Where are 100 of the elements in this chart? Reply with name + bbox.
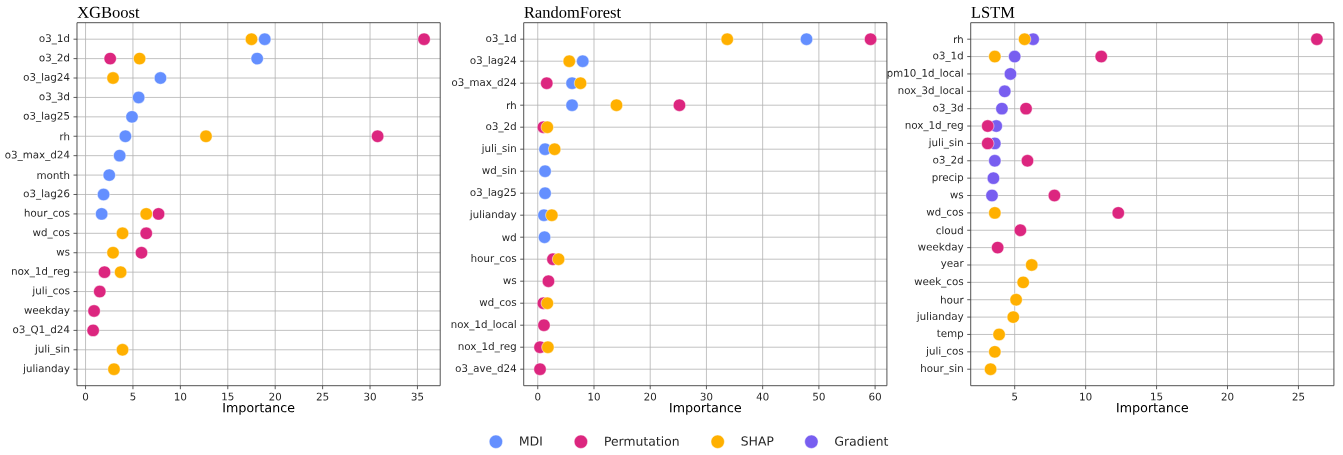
y-tick-label: o3_lag24 [470, 56, 517, 67]
point [981, 136, 995, 150]
y-tick-label: ws [503, 278, 517, 285]
x-tick-label: 10 [174, 392, 187, 401]
point [93, 285, 107, 299]
point [985, 189, 999, 202]
point [97, 188, 110, 201]
y-tick-label: wd_sin [482, 166, 516, 177]
point [545, 208, 559, 222]
point [533, 362, 547, 376]
x-tick-label: 30 [700, 392, 713, 401]
y-tick-label: ws [56, 249, 70, 256]
y-tick-label: hour_sin [921, 364, 963, 375]
point [258, 32, 272, 46]
x-tick-label: 20 [644, 392, 657, 401]
point [995, 102, 1009, 116]
point [132, 90, 146, 104]
y-tick-label: nox_1d_reg [905, 120, 963, 132]
point [1003, 67, 1017, 81]
y-tick-label: o3_1d [486, 34, 516, 45]
point [103, 52, 117, 66]
y-tick-label: julianday [469, 210, 517, 221]
y-tick-label: nox_1d_local [451, 320, 516, 331]
point [86, 323, 100, 337]
y-tick-label: juli_sin [481, 144, 516, 155]
point [1021, 154, 1034, 168]
y-tick-label: o3_Q1_d24 [13, 325, 70, 336]
point [106, 71, 120, 85]
point [1047, 189, 1061, 202]
x-tick-label: 5 [130, 392, 136, 401]
y-tick-label: nox_3d_local [898, 86, 963, 97]
y-tick-label: wd_cos [479, 298, 517, 309]
point [1025, 258, 1039, 272]
point [1006, 310, 1020, 324]
point [154, 71, 167, 85]
y-tick-label: juli_cos [925, 346, 964, 357]
point [673, 98, 686, 112]
point [864, 32, 878, 46]
point [998, 84, 1012, 98]
y-tick-label: o3_lag24 [23, 72, 70, 84]
y-tick-label: precip [932, 173, 964, 184]
point [152, 207, 166, 221]
y-tick-label: pm10_1d_local [887, 68, 963, 80]
point [800, 32, 813, 46]
y-tick-label: o3_max_d24 [452, 78, 517, 89]
point [98, 265, 111, 279]
x-tick-label: 10 [588, 392, 600, 401]
point [1018, 32, 1032, 46]
y-tick-label: hour_cos [24, 208, 70, 220]
y-tick-label: weekday [918, 242, 964, 253]
point [988, 154, 1002, 168]
y-tick-label: ws [950, 192, 964, 199]
point [1008, 50, 1022, 64]
chart-title: RandomForest [524, 6, 621, 18]
point [541, 340, 555, 354]
y-tick-label: o3_1d [39, 34, 70, 45]
y-tick-label: nox_1d_reg [458, 342, 516, 353]
y-tick-label: juli_cos [32, 286, 70, 297]
x-tick-label: 0 [535, 392, 541, 401]
point [574, 76, 587, 90]
point [610, 98, 623, 112]
point [102, 168, 116, 182]
point [118, 129, 132, 143]
y-tick-label: o3_lag26 [23, 189, 70, 200]
x-tick-label: 60 [869, 392, 881, 401]
y-tick-label: rh [507, 101, 516, 110]
y-tick-label: o3_lag25 [470, 188, 516, 199]
point [106, 246, 120, 260]
y-tick-label: o3_3d [39, 92, 70, 103]
x-tick-label: 10 [1080, 392, 1092, 401]
point [125, 110, 139, 124]
point [565, 98, 579, 112]
point [540, 76, 554, 90]
point [245, 32, 258, 46]
point [133, 52, 147, 66]
y-tick-label: hour [941, 295, 964, 304]
y-tick-label: o3_lag25 [23, 111, 70, 122]
y-tick-label: o3_ave_d24 [455, 364, 517, 375]
y-tick-label: o3_2d [933, 155, 963, 166]
y-tick-label: o3_1d [933, 51, 963, 62]
point [984, 362, 998, 376]
y-tick-label: cloud [936, 226, 963, 235]
y-tick-label: wd_cos [926, 207, 964, 219]
x-tick-label: 50 [813, 392, 825, 401]
point [95, 207, 109, 221]
point [1310, 32, 1324, 46]
chart-title: XGBoost [77, 6, 140, 18]
y-tick-label: o3_2d [39, 53, 70, 64]
x-tick-label: 25 [316, 392, 329, 401]
x-tick-label: 35 [411, 392, 424, 401]
x-tick-label: 20 [1221, 392, 1234, 401]
point [986, 171, 1000, 185]
point [981, 119, 995, 133]
point [135, 246, 148, 260]
point [720, 32, 734, 46]
point [538, 230, 551, 244]
y-tick-label: julianday [916, 312, 964, 323]
y-tick-label: week_cos [914, 277, 964, 288]
y-tick-label: rh [60, 132, 70, 141]
y-tick-label: nox_1d_reg [12, 267, 70, 278]
